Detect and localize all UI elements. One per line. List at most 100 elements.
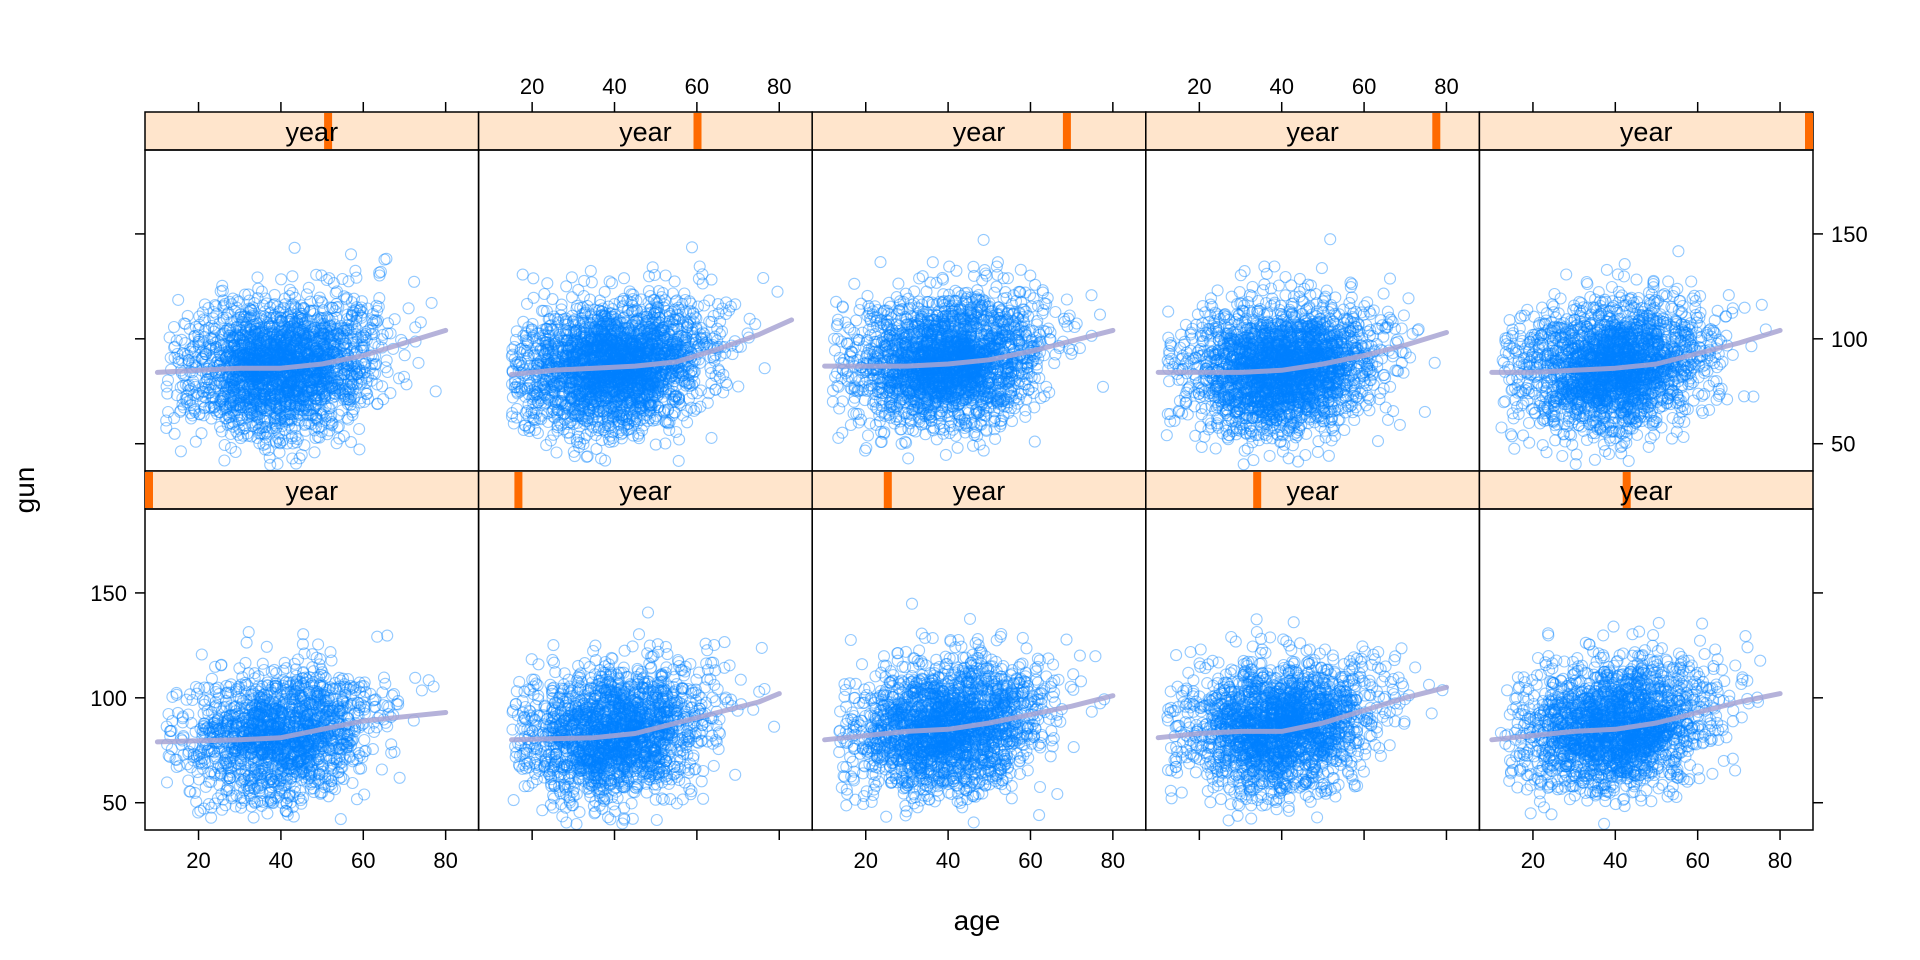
- data-point: [289, 374, 302, 387]
- data-point: [328, 390, 342, 403]
- data-point: [514, 342, 527, 356]
- data-point: [311, 414, 324, 427]
- data-point: [274, 346, 287, 359]
- data-point: [617, 388, 630, 401]
- data-point: [642, 340, 655, 353]
- data-point: [270, 312, 283, 325]
- data-point: [189, 320, 202, 334]
- data-point: [559, 353, 572, 366]
- data-point: [324, 372, 338, 385]
- data-point: [518, 382, 531, 395]
- data-point: [726, 348, 739, 361]
- data-point: [237, 338, 250, 351]
- data-point: [667, 366, 680, 379]
- data-point: [323, 338, 337, 351]
- data-point: [322, 327, 335, 340]
- data-point: [284, 344, 297, 357]
- data-point: [319, 400, 332, 413]
- data-point: [640, 372, 653, 385]
- data-point: [322, 330, 335, 343]
- data-point: [637, 337, 650, 350]
- data-point: [553, 416, 566, 429]
- data-point: [621, 368, 634, 382]
- data-point: [542, 347, 555, 360]
- data-point: [632, 348, 645, 361]
- data-point: [276, 411, 289, 424]
- data-point: [547, 428, 560, 441]
- data-point: [232, 346, 245, 359]
- data-point: [527, 411, 540, 424]
- data-point: [674, 329, 687, 343]
- data-point: [332, 378, 345, 391]
- data-point: [634, 382, 647, 395]
- data-point: [590, 385, 603, 399]
- data-point: [621, 396, 634, 409]
- data-point: [348, 362, 361, 375]
- data-point: [561, 426, 574, 439]
- data-point: [249, 372, 263, 386]
- data-point: [289, 429, 302, 442]
- data-point: [314, 330, 327, 343]
- data-point: [258, 421, 271, 434]
- data-point: [633, 323, 646, 337]
- data-point: [276, 374, 289, 387]
- data-point: [295, 332, 309, 345]
- data-point: [698, 327, 711, 340]
- data-point: [233, 352, 246, 365]
- data-point: [705, 431, 718, 444]
- data-point: [621, 418, 634, 431]
- data-point: [592, 390, 605, 403]
- data-point: [681, 416, 694, 429]
- data-point: [552, 334, 565, 347]
- data-point: [330, 382, 343, 395]
- data-point: [557, 345, 570, 358]
- data-point: [671, 312, 684, 325]
- data-point: [343, 381, 356, 394]
- data-point: [578, 377, 591, 390]
- data-point: [313, 389, 326, 402]
- data-point: [684, 316, 697, 329]
- data-point: [258, 402, 271, 415]
- data-point: [284, 376, 297, 389]
- data-point: [564, 340, 577, 353]
- data-point: [613, 373, 626, 386]
- data-point: [292, 379, 305, 393]
- data-point: [302, 388, 315, 401]
- data-point: [205, 412, 218, 425]
- data-point: [308, 372, 321, 385]
- data-point: [632, 348, 645, 361]
- data-point: [333, 331, 346, 345]
- data-point: [560, 334, 574, 347]
- data-point: [531, 427, 544, 440]
- data-point: [548, 385, 561, 398]
- data-point: [260, 383, 273, 396]
- data-point: [556, 348, 569, 361]
- data-point: [299, 332, 312, 345]
- data-point: [634, 413, 647, 426]
- data-point: [658, 346, 671, 360]
- data-point: [313, 375, 327, 388]
- data-point: [672, 313, 685, 326]
- data-point: [587, 313, 601, 326]
- data-point: [336, 272, 349, 286]
- data-point: [594, 358, 607, 371]
- data-point: [666, 344, 679, 357]
- data-point: [250, 370, 263, 383]
- data-point: [544, 372, 557, 386]
- data-point: [578, 384, 591, 397]
- data-point: [259, 388, 272, 402]
- data-point: [283, 289, 296, 303]
- data-point: [234, 401, 247, 414]
- data-point: [577, 353, 590, 367]
- data-point: [274, 314, 287, 327]
- data-point: [613, 351, 626, 364]
- data-point: [672, 454, 685, 467]
- data-point: [657, 339, 670, 352]
- data-point: [608, 308, 622, 321]
- data-point: [597, 373, 610, 387]
- data-point: [695, 321, 708, 335]
- data-point: [259, 373, 273, 386]
- data-point: [247, 331, 260, 344]
- data-point: [606, 302, 619, 316]
- data-point: [633, 312, 646, 325]
